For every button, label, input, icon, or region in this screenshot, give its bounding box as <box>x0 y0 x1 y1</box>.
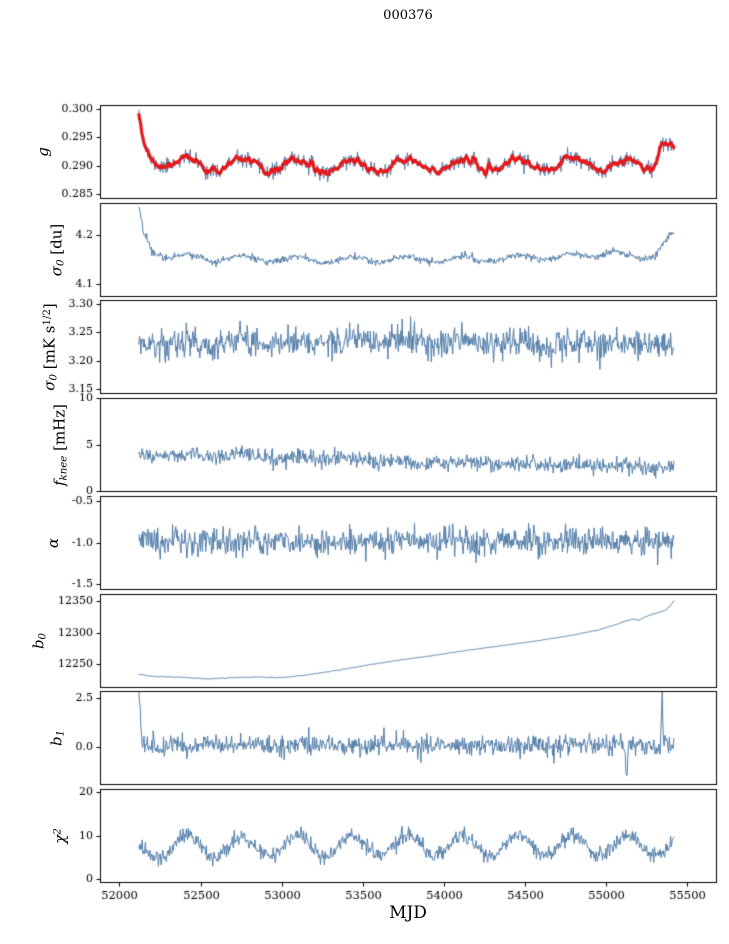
y-axis-label-2: σ0 [mK s1/2] <box>40 302 59 391</box>
y-axis-label-1: σ0 [du] <box>47 223 66 276</box>
x-axis-label: MJD <box>389 903 427 923</box>
y-axis-label-6: b1 <box>47 729 66 746</box>
y-axis-label-7: χ2 <box>51 827 69 844</box>
figure-title: 000376 <box>383 8 433 23</box>
y-axis-label-3: fknee [mHz] <box>50 403 70 486</box>
y-axis-label-4: α <box>43 537 62 548</box>
y-axis-label-0: g <box>33 146 52 157</box>
y-axis-label-5: b0 <box>29 632 49 649</box>
